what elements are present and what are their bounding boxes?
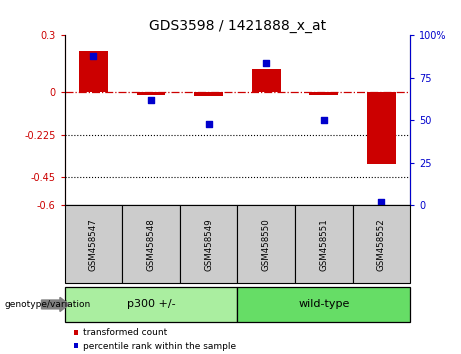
Point	[148, 97, 155, 103]
Bar	[194, 92, 223, 96]
Bar	[252, 69, 281, 92]
Text: GSM458547: GSM458547	[89, 218, 98, 271]
Text: GSM458551: GSM458551	[319, 218, 328, 271]
Point	[89, 53, 97, 59]
Bar	[295, 205, 353, 283]
Point	[263, 60, 270, 65]
Bar	[136, 92, 165, 96]
Text: GSM458550: GSM458550	[262, 218, 271, 271]
Text: GSM458549: GSM458549	[204, 218, 213, 270]
Text: transformed count: transformed count	[83, 328, 167, 337]
Point	[320, 118, 327, 123]
Bar	[353, 205, 410, 283]
Bar	[237, 287, 410, 322]
Text: wild-type: wild-type	[298, 299, 349, 309]
Point	[205, 121, 212, 127]
Bar	[237, 205, 295, 283]
Bar	[122, 205, 180, 283]
Point	[378, 199, 385, 205]
Bar	[367, 92, 396, 164]
Bar	[309, 92, 338, 96]
Title: GDS3598 / 1421888_x_at: GDS3598 / 1421888_x_at	[149, 19, 326, 33]
Bar	[180, 205, 237, 283]
Text: genotype/variation: genotype/variation	[5, 300, 91, 309]
Text: p300 +/-: p300 +/-	[127, 299, 175, 309]
Bar	[65, 287, 237, 322]
Text: GSM458552: GSM458552	[377, 218, 386, 271]
Bar	[79, 51, 108, 92]
Text: GSM458548: GSM458548	[147, 218, 155, 271]
Text: percentile rank within the sample: percentile rank within the sample	[83, 342, 236, 351]
Bar	[65, 205, 122, 283]
